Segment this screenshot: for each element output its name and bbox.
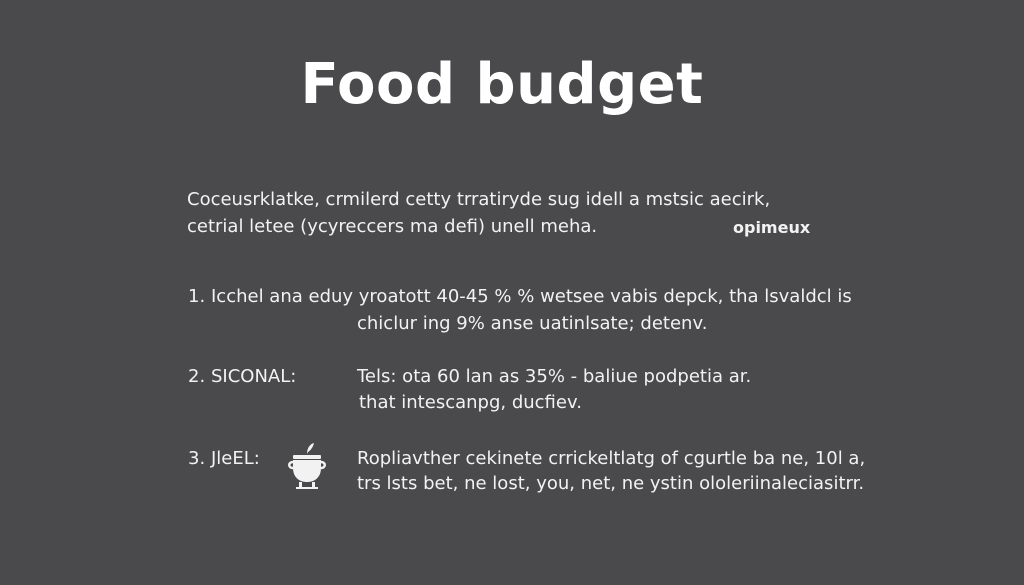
intro-line-1: Coceusrklatke, crmilerd cetty trratiryde…: [187, 189, 771, 210]
item-label: SICONAL:: [211, 366, 297, 387]
item-text-line-1: Ropliavther cekinete crrickeltlatg of cg…: [357, 448, 866, 469]
item-number: 1.: [188, 286, 206, 307]
page-title: Food budget: [300, 52, 704, 117]
item-text-line-2: chiclur ing 9% anse uatinlsate; detenv.: [357, 313, 708, 334]
intro-tag: opimeux: [733, 218, 811, 237]
cooking-pot-icon: [288, 443, 326, 489]
item-text-line-2: that intescanpg, ducfiev.: [359, 392, 582, 413]
intro-line-2: cetrial letee (ycyreccers ma defi) unell…: [187, 216, 598, 237]
item-text-line-2: trs lsts bet, ne lost, you, net, ne ysti…: [357, 473, 865, 494]
item-number: 2.: [188, 366, 206, 387]
item-label: JleEL:: [211, 448, 260, 469]
item-number: 3.: [188, 448, 206, 469]
item-text-line-1: Tels: ota 60 lan as 35% - baliue podpeti…: [357, 366, 752, 387]
item-text-line-1: Icchel ana eduy yroatott 40-45 % % wetse…: [211, 286, 852, 307]
